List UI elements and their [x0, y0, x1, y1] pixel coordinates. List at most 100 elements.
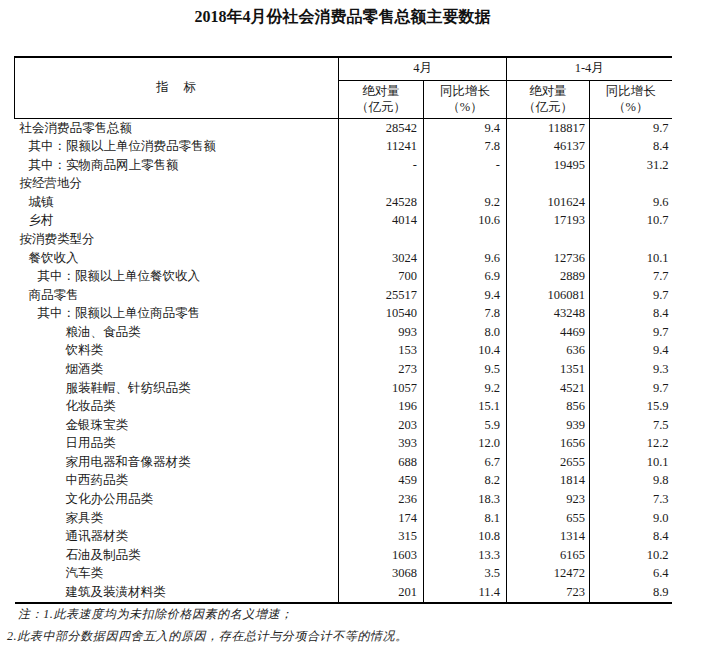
- april-growth-cell: 6.7: [424, 453, 507, 472]
- table-row: 餐饮收入 3024 9.6 12736 10.1: [15, 249, 672, 268]
- april-growth-cell: 6.9: [424, 267, 507, 286]
- indicator-cell: 商品零售: [15, 286, 339, 305]
- janapr-absolute-cell: 1351: [507, 360, 590, 379]
- janapr-absolute-cell: 1314: [507, 527, 590, 546]
- april-growth-cell: 9.5: [424, 360, 507, 379]
- april-absolute-cell: 201: [339, 583, 424, 603]
- april-absolute-cell: -: [339, 156, 424, 175]
- indicator-cell: 其中：限额以上单位消费品零售额: [15, 137, 339, 156]
- janapr-absolute-cell: 856: [507, 397, 590, 416]
- table-header: 指 标 4月 1-4月 绝对量 （亿元） 同比增长 （%） 绝对量 （亿元） 同…: [15, 57, 672, 118]
- table-row: 家用电器和音像器材类 688 6.7 2655 10.1: [15, 453, 672, 472]
- april-growth-cell: 9.6: [424, 249, 507, 268]
- indicator-cell: 日用品类: [15, 434, 339, 453]
- indicator-cell: 金银珠宝类: [15, 416, 339, 435]
- april-absolute-cell: 24528: [339, 193, 424, 212]
- april-growth-cell: 9.4: [424, 118, 507, 137]
- table-row: 其中：限额以上单位消费品零售额 11241 7.8 46137 8.4: [15, 137, 672, 156]
- page-title: 2018年4月份社会消费品零售总额主要数据: [14, 7, 671, 28]
- janapr-absolute-cell: 2655: [507, 453, 590, 472]
- indicator-cell: 化妆品类: [15, 397, 339, 416]
- april-absolute-cell: 993: [339, 323, 424, 342]
- janapr-growth-cell: 10.2: [590, 546, 672, 565]
- janapr-absolute-cell: 636: [507, 341, 590, 360]
- indicator-cell: 按经营地分: [15, 174, 339, 193]
- april-absolute-cell: [339, 230, 424, 249]
- table-row: 按消费类型分: [15, 230, 672, 249]
- retail-sales-table: 指 标 4月 1-4月 绝对量 （亿元） 同比增长 （%） 绝对量 （亿元） 同…: [14, 56, 672, 604]
- indicator-cell: 其中：限额以上单位商品零售: [15, 304, 339, 323]
- april-absolute-cell: 315: [339, 527, 424, 546]
- janapr-growth-cell: 9.4: [590, 341, 672, 360]
- table-row: 其中：限额以上单位餐饮收入 700 6.9 2889 7.7: [15, 267, 672, 286]
- janapr-absolute-cell: 12736: [507, 249, 590, 268]
- janapr-growth-cell: 10.7: [590, 211, 672, 230]
- janapr-growth-cell: 9.6: [590, 193, 672, 212]
- april-growth-cell: 11.4: [424, 583, 507, 603]
- april-growth-cell: 7.8: [424, 137, 507, 156]
- april-absolute-cell: 10540: [339, 304, 424, 323]
- april-growth-cell: 9.2: [424, 379, 507, 398]
- table-row: 金银珠宝类 203 5.9 939 7.5: [15, 416, 672, 435]
- april-absolute-cell: 11241: [339, 137, 424, 156]
- april-growth-cell: [424, 174, 507, 193]
- table-row: 城镇 24528 9.2 101624 9.6: [15, 193, 672, 212]
- april-growth-cell: 3.5: [424, 564, 507, 583]
- header-janapr-absolute: 绝对量 （亿元）: [507, 80, 590, 118]
- table-row: 化妆品类 196 15.1 856 15.9: [15, 397, 672, 416]
- april-absolute-cell: 1603: [339, 546, 424, 565]
- table-row: 乡村 4014 10.6 17193 10.7: [15, 211, 672, 230]
- footnote-2: 2.此表中部分数据因四舍五入的原因，存在总计与分项合计不等的情况。: [0, 625, 701, 647]
- indicator-cell: 餐饮收入: [15, 249, 339, 268]
- april-absolute-cell: 1057: [339, 379, 424, 398]
- april-growth-cell: 9.4: [424, 286, 507, 305]
- janapr-absolute-cell: 1656: [507, 434, 590, 453]
- table-row: 建筑及装潢材料类 201 11.4 723 8.9: [15, 583, 672, 603]
- table-row: 石油及制品类 1603 13.3 6165 10.2: [15, 546, 672, 565]
- header-group-jan-apr: 1-4月: [507, 57, 672, 80]
- april-absolute-cell: 393: [339, 434, 424, 453]
- table-row: 中西药品类 459 8.2 1814 9.8: [15, 471, 672, 490]
- janapr-growth-cell: 9.3: [590, 360, 672, 379]
- indicator-cell: 社会消费品零售总额: [15, 118, 339, 137]
- indicator-cell: 城镇: [15, 193, 339, 212]
- indicator-cell: 石油及制品类: [15, 546, 339, 565]
- april-growth-cell: 9.2: [424, 193, 507, 212]
- table-row: 家具类 174 8.1 655 9.0: [15, 509, 672, 528]
- janapr-growth-cell: 31.2: [590, 156, 672, 175]
- april-growth-cell: 12.0: [424, 434, 507, 453]
- janapr-growth-cell: 10.1: [590, 249, 672, 268]
- janapr-growth-cell: 8.4: [590, 137, 672, 156]
- april-growth-cell: 7.8: [424, 304, 507, 323]
- april-growth-cell: 5.9: [424, 416, 507, 435]
- indicator-cell: 通讯器材类: [15, 527, 339, 546]
- indicator-cell: 饮料类: [15, 341, 339, 360]
- indicator-cell: 烟酒类: [15, 360, 339, 379]
- header-april-growth: 同比增长 （%）: [424, 80, 507, 118]
- janapr-absolute-cell: 118817: [507, 118, 590, 137]
- indicator-cell: 其中：限额以上单位餐饮收入: [15, 267, 339, 286]
- table-row: 按经营地分: [15, 174, 672, 193]
- april-growth-cell: 13.3: [424, 546, 507, 565]
- table-body: 社会消费品零售总额 28542 9.4 118817 9.7 其中：限额以上单位…: [15, 118, 672, 603]
- janapr-growth-cell: 9.8: [590, 471, 672, 490]
- april-growth-cell: [424, 230, 507, 249]
- janapr-growth-cell: 6.4: [590, 564, 672, 583]
- table-row: 日用品类 393 12.0 1656 12.2: [15, 434, 672, 453]
- indicator-cell: 家用电器和音像器材类: [15, 453, 339, 472]
- indicator-cell: 建筑及装潢材料类: [15, 583, 339, 603]
- table-row: 社会消费品零售总额 28542 9.4 118817 9.7: [15, 118, 672, 137]
- table-row: 文化办公用品类 236 18.3 923 7.3: [15, 490, 672, 509]
- table-row: 其中：限额以上单位商品零售 10540 7.8 43248 8.4: [15, 304, 672, 323]
- april-growth-cell: 8.2: [424, 471, 507, 490]
- indicator-cell: 乡村: [15, 211, 339, 230]
- april-absolute-cell: 688: [339, 453, 424, 472]
- janapr-absolute-cell: 1814: [507, 471, 590, 490]
- table-row: 其中：实物商品网上零售额 - - 19495 31.2: [15, 156, 672, 175]
- janapr-growth-cell: 12.2: [590, 434, 672, 453]
- table-row: 饮料类 153 10.4 636 9.4: [15, 341, 672, 360]
- janapr-growth-cell: 9.0: [590, 509, 672, 528]
- indicator-cell: 汽车类: [15, 564, 339, 583]
- janapr-absolute-cell: 46137: [507, 137, 590, 156]
- april-growth-cell: -: [424, 156, 507, 175]
